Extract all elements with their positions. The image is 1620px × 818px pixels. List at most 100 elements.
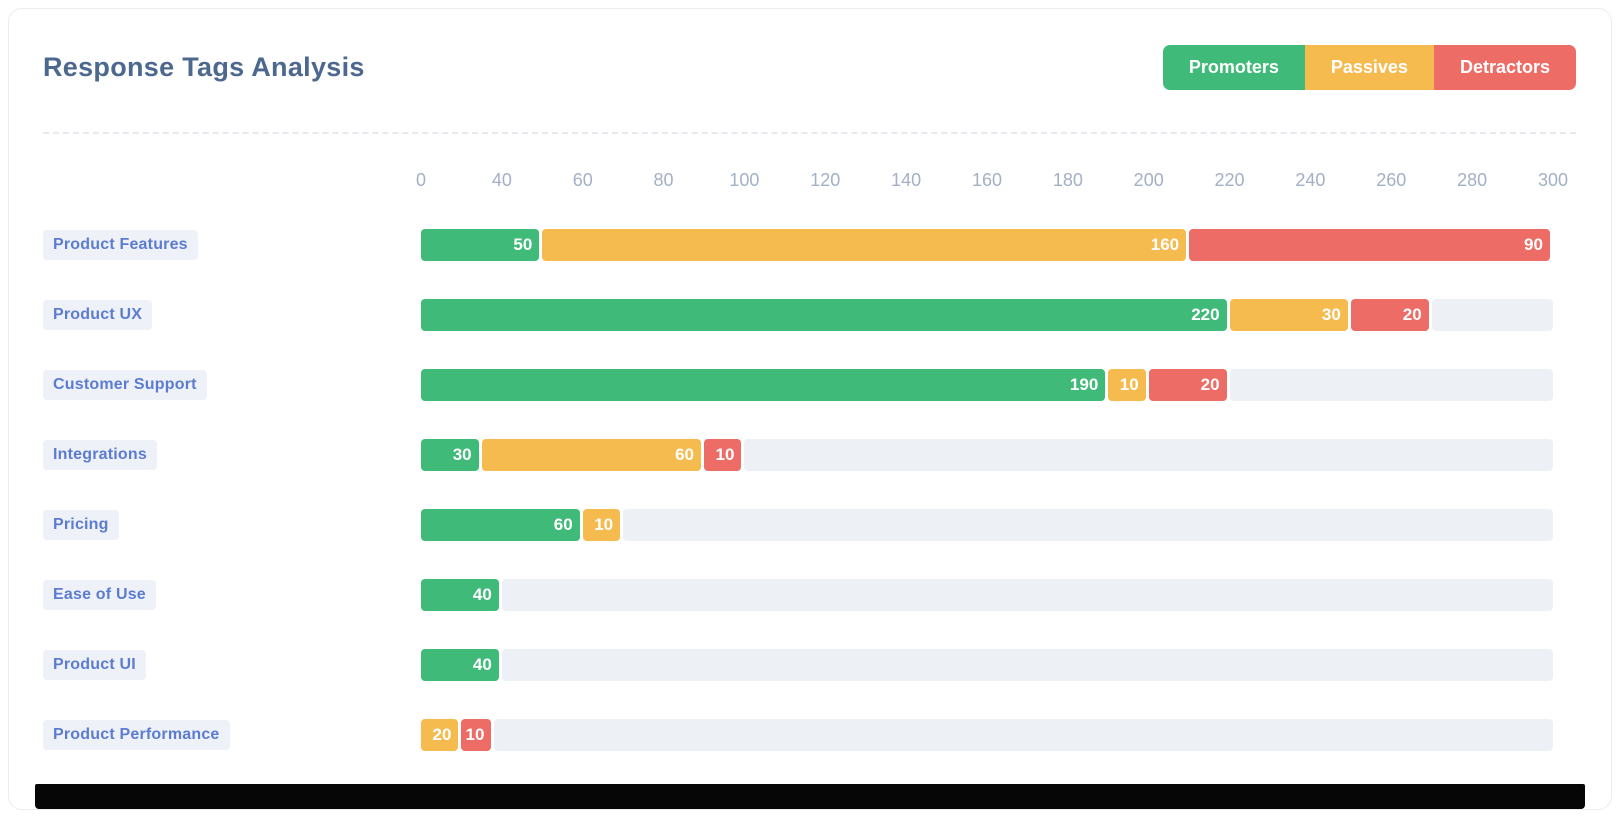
legend: Promoters Passives Detractors [1162,45,1576,90]
segment-value: 10 [465,725,485,744]
x-tick-240: 240 [1295,170,1326,190]
segment-value: 90 [1524,235,1543,254]
bar-segment-passives[interactable]: 30 [1229,299,1348,331]
bar-area: 40 [421,579,1553,611]
bar-area: 50 160 90 [421,229,1553,261]
segment-value: 10 [1119,375,1139,394]
x-tick-100: 100 [729,170,760,190]
segment-value: 40 [472,655,492,674]
x-axis-row: 0 40 60 80 100 120 140 160 180 200 220 240 260 280 300 [43,170,1568,194]
chart-row: Product Performance 20 10 [43,719,1553,751]
segment-value: 20 [1200,375,1220,394]
bar-segment-promoters[interactable]: 60 [421,509,580,541]
x-tick-280: 280 [1457,170,1488,190]
x-tick-160: 160 [971,170,1003,190]
bar-segment-passives[interactable]: 160 [542,229,1187,261]
row-label-chip: Product Features [43,230,198,260]
bar-segment-promoters[interactable]: 40 [421,649,499,681]
row-label-cell: Ease of Use [43,580,421,610]
chart-row: Product Features 50 160 90 [43,229,1553,261]
row-label-cell: Product UI [43,650,421,680]
bar-area: 220 30 20 [421,299,1553,331]
row-label-chip: Ease of Use [43,580,156,610]
bar-track [1229,369,1553,401]
segment-value: 20 [432,725,452,744]
chart-row: Ease of Use 40 [43,579,1553,611]
segment-value: 10 [715,445,735,464]
row-label-chip: Integrations [43,440,157,470]
bar-segment-detractors[interactable]: 10 [461,719,492,751]
x-tick-40: 40 [491,170,512,190]
bar-segment-passives[interactable]: 60 [481,439,701,471]
legend-button-promoters[interactable]: Promoters [1162,45,1305,90]
x-tick-80: 80 [653,170,674,190]
chart-row: Product UX 220 30 20 [43,299,1553,331]
row-label-chip: Pricing [43,510,119,540]
x-tick-0: 0 [415,170,427,190]
segment-value: 60 [675,445,694,464]
legend-button-detractors[interactable]: Detractors [1433,45,1576,90]
chart-rows: Product Features 50 160 90 Product UX 220 30 20… [43,229,1553,751]
bar-segment-passives[interactable]: 10 [582,509,621,541]
segment-value: 160 [1150,235,1180,254]
bar-track [623,509,1553,541]
segment-value: 30 [1321,305,1341,324]
bar-area: 60 10 [421,509,1553,541]
bar-segment-detractors[interactable]: 10 [703,439,742,471]
bar-segment-detractors[interactable]: 20 [1350,299,1429,331]
page-title: Response Tags Analysis [43,52,365,82]
bar-area: 30 60 10 [421,439,1553,471]
row-label-cell: Customer Support [43,370,421,400]
bar-segment-detractors[interactable]: 20 [1148,369,1227,401]
chart-row: Pricing 60 10 [43,509,1553,541]
row-label-chip: Customer Support [43,370,207,400]
segment-value: 20 [1402,305,1422,324]
bottom-strip [35,784,1585,809]
x-tick-120: 120 [810,170,841,190]
chart-row: Integrations 30 60 10 [43,439,1553,471]
x-tick-260: 260 [1376,170,1407,190]
bar-segment-promoters[interactable]: 40 [421,579,499,611]
bar-segment-promoters[interactable]: 30 [421,439,479,471]
segment-value: 60 [553,515,573,534]
bar-track [501,579,1553,611]
x-tick-220: 220 [1214,170,1245,190]
stacked-bar-chart: 0 40 60 80 100 120 140 160 180 200 220 240 260 280 300… [9,170,1611,751]
row-label-cell: Product Performance [43,720,421,750]
card-header: Response Tags Analysis Promoters Passive… [9,9,1611,90]
bar-segment-passives[interactable]: 10 [1108,369,1146,401]
row-label-cell: Product Features [43,230,421,260]
x-tick-180: 180 [1052,170,1083,190]
bar-segment-passives[interactable]: 20 [421,719,459,751]
row-label-chip: Product UX [43,300,153,330]
segment-value: 30 [452,445,472,464]
chart-row: Customer Support 190 10 20 [43,369,1553,401]
row-label-chip: Product UI [43,650,146,680]
chart-row: Product UI 40 [43,649,1553,681]
segment-value: 50 [513,235,533,254]
row-label-cell: Product UX [43,300,421,330]
segment-value: 190 [1069,375,1099,394]
axis-label-spacer [43,170,421,194]
row-label-chip: Product Performance [43,720,230,750]
bar-segment-promoters[interactable]: 220 [421,299,1227,331]
x-tick-300: 300 [1537,170,1569,190]
row-label-cell: Pricing [43,510,421,540]
bar-track [744,439,1553,471]
response-tags-card: Response Tags Analysis Promoters Passive… [8,8,1612,810]
segment-value: 40 [472,585,492,604]
bar-track [494,719,1553,751]
segment-value: 10 [594,515,614,534]
header-divider [43,132,1576,134]
bar-track [1431,299,1553,331]
x-tick-200: 200 [1133,170,1164,190]
legend-button-passives[interactable]: Passives [1304,45,1434,90]
x-axis: 0 40 60 80 100 120 140 160 180 200 220 240 260 280 300 [416,170,1568,194]
bar-segment-promoters[interactable]: 50 [421,229,540,261]
bar-area: 190 10 20 [421,369,1553,401]
bar-track [501,649,1553,681]
bar-area: 20 10 [421,719,1553,751]
bar-segment-promoters[interactable]: 190 [421,369,1106,401]
segment-value: 220 [1191,305,1220,324]
bar-segment-detractors[interactable]: 90 [1189,229,1550,261]
